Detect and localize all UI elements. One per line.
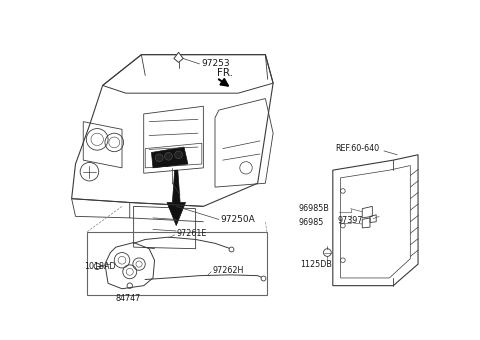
Polygon shape [174,52,183,62]
Polygon shape [152,147,188,168]
Text: 1018AD: 1018AD [84,262,116,271]
Bar [87,232,267,295]
Circle shape [165,152,172,160]
Text: 97253: 97253 [201,59,229,68]
Text: 97250A: 97250A [220,215,255,224]
Circle shape [175,151,182,158]
Text: 1125DB: 1125DB [300,260,332,269]
Text: FR.: FR. [216,68,232,78]
Circle shape [156,154,163,162]
Text: REF.60-640: REF.60-640 [335,144,379,153]
Text: 84747: 84747 [116,294,141,303]
Text: 96985B: 96985B [299,204,330,213]
Text: 97397: 97397 [337,216,363,225]
Text: 97262H: 97262H [213,266,244,275]
Text: 96985: 96985 [299,218,324,227]
Polygon shape [167,170,186,226]
Text: 97261E: 97261E [176,229,206,238]
